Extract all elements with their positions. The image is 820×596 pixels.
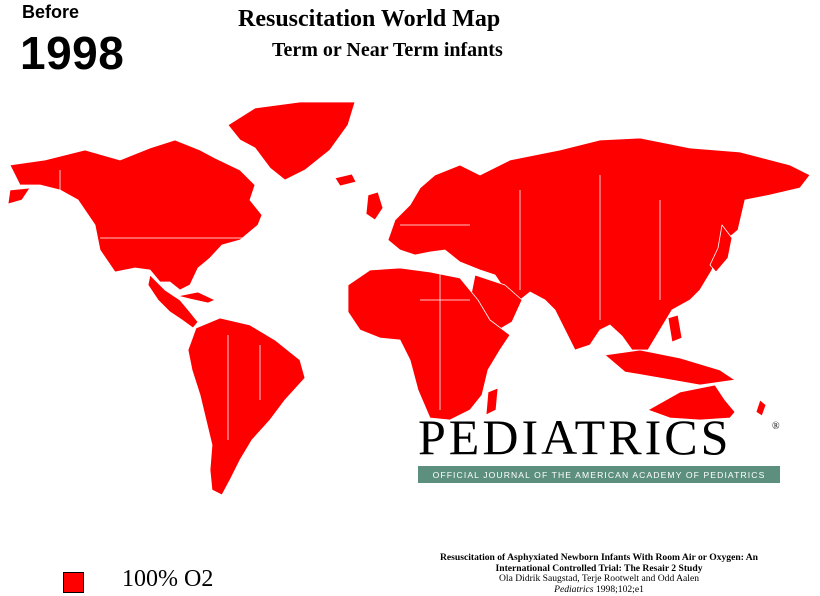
citation-title-line1: Resuscitation of Asphyxiated Newborn Inf… bbox=[439, 552, 759, 563]
world-map bbox=[7, 101, 811, 496]
era-label: Before bbox=[22, 2, 80, 22]
british-isles bbox=[365, 191, 384, 221]
citation: Resuscitation of Asphyxiated Newborn Inf… bbox=[418, 552, 780, 596]
citation-volume: 1998;102;e1 bbox=[595, 583, 644, 595]
journal-name: PEDIATRICS bbox=[418, 409, 732, 465]
map-subtitle: Term or Near Term infants bbox=[272, 39, 503, 61]
japan bbox=[709, 224, 733, 273]
legend-label-100-o2: 100% O2 bbox=[122, 566, 214, 592]
caribbean-islands bbox=[177, 291, 216, 304]
citation-journal-line: Pediatrics 1998;102;e1 bbox=[418, 583, 780, 596]
eurasia-landmass bbox=[387, 137, 811, 351]
indonesia-islands bbox=[604, 349, 736, 386]
map-title: Resuscitation World Map bbox=[238, 6, 501, 32]
iceland bbox=[334, 173, 357, 187]
country-borders bbox=[59, 170, 661, 440]
citation-title-line2: International Controlled Trial: The Resa… bbox=[495, 562, 703, 574]
alaska-peninsula bbox=[7, 187, 31, 205]
central-america bbox=[147, 274, 199, 329]
madagascar bbox=[485, 387, 499, 416]
australia bbox=[647, 384, 736, 421]
era-year: 1998 bbox=[20, 27, 125, 79]
north-america-landmass bbox=[9, 139, 263, 291]
greenland bbox=[227, 101, 356, 181]
citation-journal: Pediatrics bbox=[554, 583, 594, 595]
south-america bbox=[187, 317, 306, 496]
philippines bbox=[667, 314, 683, 343]
new-zealand bbox=[755, 399, 767, 417]
registered-mark: ® bbox=[772, 421, 780, 432]
citation-authors: Ola Didrik Saugstad, Terje Rootwelt and … bbox=[498, 573, 700, 585]
legend-swatch-100-o2 bbox=[63, 572, 84, 593]
journal-tagline: OFFICIAL JOURNAL OF THE AMERICAN ACADEMY… bbox=[418, 466, 780, 483]
